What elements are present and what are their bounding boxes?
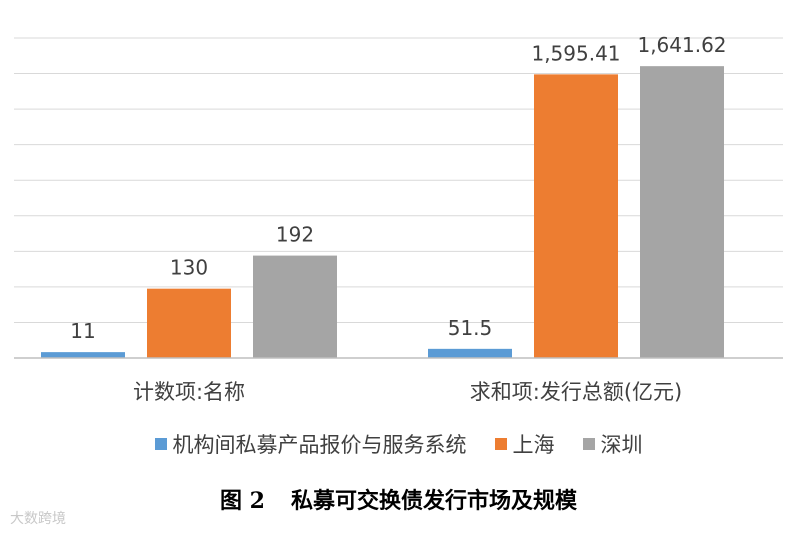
x-tick-label-1: 求和项:发行总额(亿元) (470, 380, 682, 404)
data-label-1-1: 1,595.41 (531, 41, 620, 65)
legend-swatch-0 (154, 438, 167, 450)
gridlines (14, 37, 783, 323)
legend-item-2: 深圳 (582, 429, 643, 459)
data-label-0-1: 130 (170, 256, 208, 280)
legend-item-1: 上海 (494, 429, 555, 459)
figure-title: 私募可交换债发行市场及规模 (290, 488, 577, 514)
bar-0-0 (41, 352, 125, 358)
legend: 机构间私募产品报价与服务系统 上海 深圳 (0, 427, 797, 461)
bar-0-2 (253, 255, 337, 358)
legend-label-1: 上海 (512, 433, 555, 457)
bars (41, 66, 724, 359)
bar-1-0 (428, 348, 512, 358)
legend-label-2: 深圳 (600, 433, 643, 457)
watermark: 大数跨境 (10, 511, 66, 527)
bar-chart: 11 130 192 51.5 1,595.41 1,641.62 计数项:名称 求和项:… (14, 33, 783, 404)
bar-0-1 (147, 288, 231, 358)
bar-1-2 (640, 66, 724, 359)
data-labels: 11 130 192 51.5 1,595.41 1,641.62 (70, 33, 726, 343)
legend-label-0: 机构间私募产品报价与服务系统 (172, 433, 467, 457)
bar-1-1 (534, 74, 618, 359)
legend-swatch-2 (582, 438, 595, 450)
x-tick-label-0: 计数项:名称 (133, 380, 245, 404)
legend-item-0: 机构间私募产品报价与服务系统 (154, 429, 467, 459)
legend-swatch-1 (494, 438, 507, 450)
data-label-1-0: 51.5 (448, 316, 493, 340)
data-label-0-2: 192 (276, 223, 314, 247)
data-label-1-2: 1,641.62 (637, 33, 726, 57)
figure-number: 图 2 (220, 488, 265, 514)
figure-caption: 图 2 私募可交换债发行市场及规模 (0, 483, 797, 515)
data-label-0-0: 11 (70, 319, 95, 343)
